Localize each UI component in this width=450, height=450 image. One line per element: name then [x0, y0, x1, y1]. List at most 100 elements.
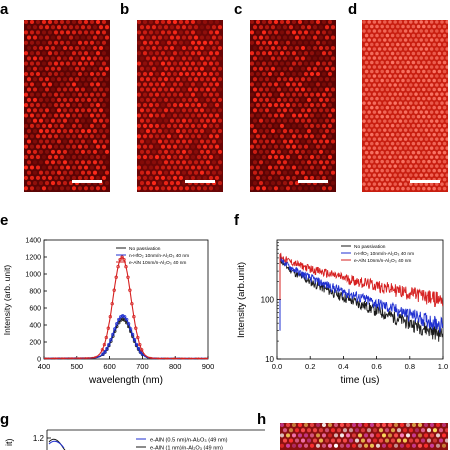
array-dot	[80, 118, 86, 123]
array-dot	[32, 129, 38, 134]
array-dot	[345, 433, 351, 438]
array-dot	[385, 177, 390, 182]
array-dot	[169, 77, 175, 82]
array-dot	[406, 69, 410, 74]
array-dot	[327, 144, 333, 149]
array-dot	[300, 108, 306, 113]
array-dot	[442, 105, 447, 110]
array-dot	[217, 108, 223, 113]
array-dot	[393, 29, 397, 33]
array-dot	[403, 20, 408, 24]
array-dot	[252, 149, 258, 154]
array-dot	[401, 141, 405, 146]
array-dot	[62, 97, 68, 102]
array-dot	[294, 56, 300, 61]
array-dot	[385, 96, 390, 101]
array-dot	[151, 87, 157, 92]
array-dot	[258, 56, 264, 61]
array-dot	[261, 20, 267, 25]
array-dot	[38, 129, 44, 134]
array-dot	[187, 66, 193, 71]
array-dot	[95, 123, 101, 128]
array-dot	[199, 160, 205, 165]
array-dot	[440, 20, 444, 24]
array-dot	[89, 103, 95, 108]
array-dot	[145, 108, 151, 113]
array-dot	[47, 82, 53, 87]
array-dot	[297, 423, 303, 428]
array-dot	[306, 139, 312, 144]
array-dot	[267, 175, 273, 180]
array-dot	[291, 155, 297, 160]
array-dot	[26, 45, 32, 51]
array-dot	[440, 101, 444, 105]
array-dot	[303, 423, 309, 428]
array-dot	[445, 29, 448, 33]
array-dot	[435, 65, 439, 69]
array-dot	[306, 66, 312, 71]
array-dot	[83, 113, 89, 118]
array-dot	[390, 177, 395, 182]
array-dot	[315, 30, 321, 35]
array-dot	[336, 438, 342, 443]
array-dot	[83, 165, 89, 170]
array-dot	[403, 182, 408, 186]
array-dot	[336, 428, 342, 433]
array-dot	[163, 108, 169, 113]
array-dot	[35, 30, 41, 35]
array-dot	[71, 175, 77, 180]
chart-e-series-marker	[111, 332, 115, 337]
array-dot	[321, 61, 327, 66]
array-dot	[104, 56, 110, 61]
array-dot	[419, 65, 423, 69]
array-dot	[402, 428, 408, 433]
chart-f-series-line	[279, 256, 444, 333]
chart-f-legend-label: e-AlN 10nm/n-Al₂O₃ 40 nm	[354, 258, 411, 264]
array-dot	[282, 25, 288, 30]
array-dot	[199, 87, 205, 92]
array-dot	[50, 160, 56, 165]
array-dot	[172, 82, 178, 87]
array-dot	[214, 61, 220, 66]
array-dot	[288, 428, 294, 433]
array-dot	[187, 97, 193, 102]
array-dot	[393, 137, 397, 141]
array-dot	[330, 97, 336, 102]
array-dot	[409, 110, 413, 114]
array-dot	[330, 129, 336, 134]
array-dot	[151, 56, 157, 61]
array-dot	[258, 170, 264, 175]
array-dot	[377, 83, 382, 87]
array-dot	[422, 132, 426, 137]
array-dot	[38, 149, 44, 154]
array-dot	[205, 118, 211, 123]
array-dot	[375, 114, 379, 119]
chart-e-ylabel: Intensity (arb. unit)	[2, 265, 12, 336]
array-dot	[190, 155, 196, 160]
array-dot	[53, 113, 59, 118]
array-dot	[280, 423, 285, 428]
array-dot	[151, 35, 157, 40]
array-dot	[264, 77, 270, 82]
array-dot	[427, 51, 431, 56]
array-dot	[398, 101, 403, 105]
array-dot	[62, 45, 68, 51]
array-dot	[285, 61, 291, 66]
array-dot	[288, 139, 294, 144]
array-dot	[208, 123, 214, 128]
array-dot	[297, 134, 303, 139]
array-dot	[35, 20, 41, 25]
array-dot	[388, 173, 392, 177]
array-dot	[71, 113, 77, 118]
chart-e-series-marker	[125, 317, 129, 322]
array-dot	[309, 40, 315, 45]
array-dot	[393, 173, 397, 177]
array-dot	[264, 97, 270, 102]
array-dot	[65, 71, 71, 77]
array-dot	[50, 170, 56, 175]
chart-e-ytick-label: 800	[29, 289, 41, 296]
array-dot	[363, 433, 369, 438]
array-dot	[50, 35, 56, 40]
array-dot	[416, 159, 421, 164]
array-dot	[324, 25, 330, 30]
